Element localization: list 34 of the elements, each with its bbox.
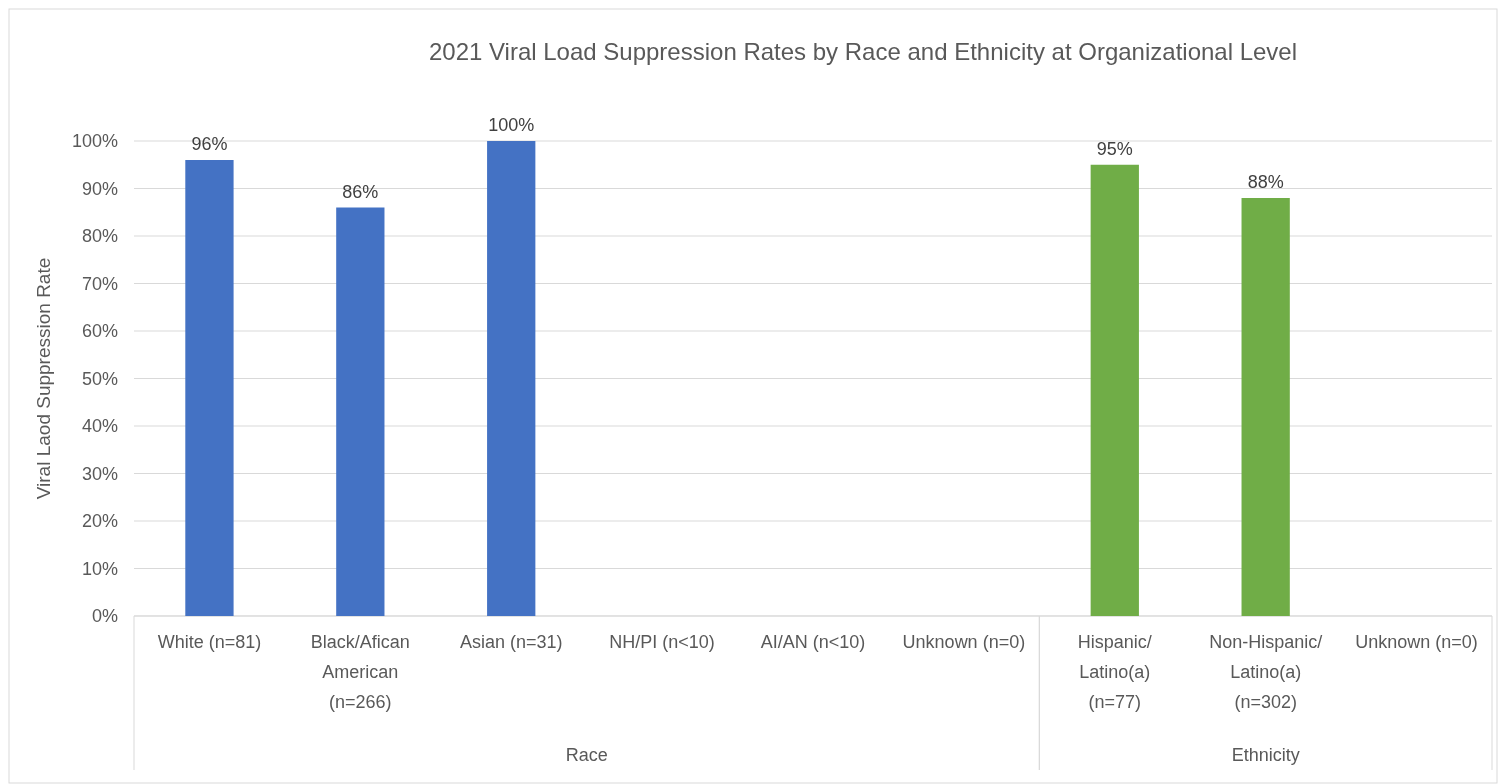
y-tick-label: 40% <box>81 416 118 436</box>
bar <box>336 207 385 616</box>
y-tick-label: 50% <box>81 368 118 389</box>
x-tick-label: Asian (n=31) <box>459 632 563 652</box>
x-tick-label: Unknown (n=0) <box>1355 632 1478 652</box>
x-tick-label: NH/PI (n<10) <box>609 632 715 652</box>
x-tick-label: Hispanic/ Latino(a) (n=77) <box>1077 632 1152 712</box>
y-tick-label: 0% <box>91 606 118 626</box>
x-tick-label: Black/Afican American (n=266) <box>310 632 410 712</box>
y-tick-label: 20% <box>81 511 118 531</box>
y-tick-label: 30% <box>81 463 118 484</box>
bar <box>1090 164 1139 616</box>
y-tick-label: 100% <box>71 131 118 151</box>
y-tick-label: 90% <box>81 178 118 199</box>
data-label: 88% <box>1247 172 1284 192</box>
bar <box>185 160 234 616</box>
text: Ethnicity <box>1231 745 1300 765</box>
x-tick-label: Unknown (n=0) <box>902 632 1026 652</box>
data-label: 86% <box>342 181 379 202</box>
x-tick-label: White (n=81) <box>157 632 262 652</box>
x-tick-label: Non-Hispanic/ Latino(a) (n=302) <box>1209 632 1323 712</box>
x-tick-label: AI/AN (n<10) <box>760 632 866 652</box>
y-axis-title: Viral Laod Suppression Rate <box>33 257 54 500</box>
y-tick-label: 60% <box>81 321 118 341</box>
chart-title: 2021 Viral Load Suppression Rates by Race and Ethnicity at Organizational Level <box>428 38 1298 65</box>
data-label: 100% <box>488 115 535 135</box>
bar <box>487 141 536 616</box>
data-label: 95% <box>1096 138 1133 159</box>
bar <box>1241 198 1290 616</box>
y-tick-label: 80% <box>81 226 118 246</box>
text: Race <box>565 745 608 765</box>
y-tick-label: 10% <box>81 558 118 579</box>
data-label: 96% <box>191 134 228 154</box>
y-tick-label: 70% <box>81 273 118 294</box>
